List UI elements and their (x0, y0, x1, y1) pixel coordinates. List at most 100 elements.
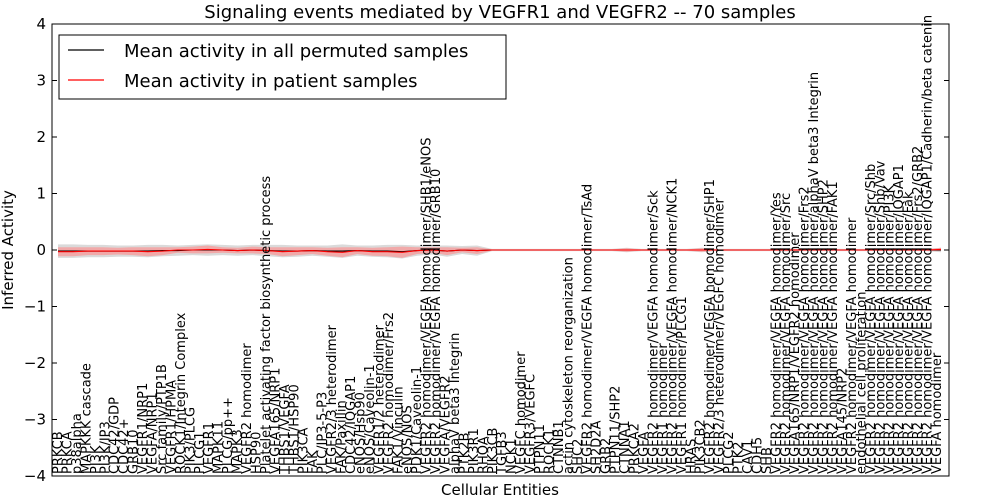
entity-label: PIK3CB (486, 428, 501, 474)
entity-label: VEGFR2 homodimer/VEGFA homodimer/alphaV … (807, 72, 822, 474)
y-tick-label: 4 (36, 15, 46, 33)
entity-label: VEGFA165/NRP1 (268, 368, 283, 474)
entity-label: VEGFR2 homodimer/VEGFA homodimer/SHP1 (703, 179, 718, 474)
entity-label: CDC42/IQGAP1 (344, 376, 359, 474)
entity-label: VEGFR2 homodimer/VEGFA homodimer/SHP2 (817, 179, 832, 474)
entity-label: VEGFR2 homodimer/VEGFA homodimer/GRB10 (429, 169, 444, 474)
entity-label: PLCG/pp++ (221, 397, 236, 474)
entity-label: VEGFR2 homodimer/VEGFA homodimer/Sck (647, 190, 662, 474)
entity-label: CDH5 (750, 437, 765, 474)
entity-label: PIK3R1 (467, 428, 482, 474)
entity-label: PTK2 (732, 441, 747, 474)
entity-label: eNOS/Hsp90 (354, 392, 369, 474)
entity-label: VEGFR1/2 heterodimer (372, 324, 387, 474)
legend-box (58, 34, 507, 100)
entity-label: FAK/Paxillin (335, 400, 350, 474)
entity-label: actin cytoskeleton reorganization (561, 257, 576, 474)
entity-label: CDC42/GDP (108, 397, 123, 474)
entity-label: VEGFR2 homodimer/VEGFA homodimer/IQGAP1/… (921, 15, 936, 474)
y-tick-label: −1 (24, 298, 46, 316)
entity-label: RHOA (476, 436, 491, 474)
entity-label: Platelet activating factor biosynthetic … (259, 176, 274, 474)
entity-label: VEGFR2 homodimer/VEGFA homodimer/Frs2/GR… (911, 146, 926, 474)
entity-label: THBS1/HSP90 (287, 384, 302, 475)
y-tick-label: −3 (24, 411, 46, 429)
entity-label: VEGFR2 homodimer/VEGFA homodimer/Shb/Vav (873, 160, 888, 474)
entity-label: CTNNA1 (618, 420, 633, 474)
entity-label: SH2D2A (590, 420, 605, 474)
entity-label: HRAS (684, 439, 699, 474)
entity-label: VEGFR2 homodimer/VEGFA homodimer/TsAd (580, 184, 595, 474)
entity-label: p38alpha (70, 413, 85, 474)
entity-label: VEGFR1 homodimer/PLCG1 (675, 296, 690, 474)
entity-label: PTPN11 (533, 424, 548, 474)
entity-label: PRKCB (51, 431, 66, 474)
entity-label: VEGFR3/VEGFC (524, 374, 539, 474)
y-axis-label: Inferred Activity (0, 190, 17, 310)
lines-layer (58, 248, 942, 253)
entity-label: SHB (760, 447, 775, 474)
entity-label: ROCK1 (543, 429, 558, 474)
entity-label: SHC2 (571, 439, 586, 474)
entity-label: PDK1/Caveolin-1 (410, 366, 425, 474)
y-tick-label: 3 (36, 72, 46, 90)
entity-label: FAK (306, 450, 321, 474)
y-tick-label: 2 (36, 128, 46, 146)
entity-label: VEGFR2 homodimer/VEGFA homodimer/NCK1 (665, 178, 680, 474)
entity-label: alphaV beta3 Integrin (448, 333, 463, 474)
chart-title: Signaling events mediated by VEGFR1 and … (204, 2, 795, 23)
entity-label: eNOS/NOS (401, 405, 416, 474)
entity-label: VEGFR2 homodimer/VEGFA homodimer/Src/Shb (864, 164, 879, 474)
entity-label: VEGFR1 homodimer (656, 343, 671, 474)
x-axis-label: Cellular Entities (441, 481, 559, 499)
entity-label: FAK1/Vinculin (391, 386, 406, 474)
entity-label: VEGFR1/HPMA (164, 380, 179, 474)
entity-label: PIK3CB2 (694, 419, 709, 474)
entity-label: VEGFA/VEGFR2 (439, 375, 454, 474)
entity-label: GRB2 (599, 438, 614, 474)
entity-label: VEGFA165/NRP1/VEGFR2 homodimer (788, 232, 803, 474)
entity-label: TGFB3 (495, 431, 510, 475)
y-tick-label: 0 (36, 241, 46, 259)
y-tick-label: −2 (24, 354, 46, 372)
entity-label: VEGFA (637, 432, 652, 474)
entity-label: VEGFA homodimer (930, 352, 945, 474)
entity-label: HSP90 (250, 432, 265, 474)
entity-label: CAV1 (741, 440, 756, 474)
entity-label: VEGFR1/NRP1 (136, 383, 151, 474)
entity-label: VEGFR2/3 heterodimer/VEGFC homodimer (713, 197, 728, 474)
entity-label: PIK3/PLCG (183, 407, 198, 474)
entity-label: VEGFR2 homodimer/VEGFA homodimer/Fak (902, 191, 917, 474)
entity-label: VEGFA/NRP1 (146, 392, 161, 474)
entity-label: VEGFR2 homodimer/VEGFA homodimer/FAK1 (826, 181, 841, 474)
entity-label: PI3K/IP3 (98, 421, 113, 474)
y-tick-label: −4 (24, 467, 46, 485)
patient-mean-line (58, 248, 942, 253)
y-tick-label: 1 (36, 185, 46, 203)
entity-label: eNOS/Caveolin-1 (363, 364, 378, 474)
entity-label: CDC42+ (117, 418, 132, 474)
legend: Mean activity in all permuted samples Me… (58, 34, 507, 100)
entity-label: GRB10 (127, 429, 142, 474)
entity-label: PIK3CA (297, 427, 312, 474)
entity-label: VEGFA145/NRP2 (836, 368, 851, 474)
bands-layer (58, 244, 941, 259)
entity-label: MAPKKK cascade (79, 363, 94, 474)
legend-label-permuted: Mean activity in all permuted samples (124, 41, 468, 62)
entity-label: ROCK1/Integrin Complex (174, 312, 189, 474)
entity-label: VEGFR2 homodimer/VEGFA homodimer (845, 217, 860, 474)
entity-label: PTK2B (457, 433, 472, 475)
entity-label: VEGFR2 homodimer/Frs2 (382, 312, 397, 474)
entity-label: PRKCA2 (628, 423, 643, 474)
entity-label: NCK1 (505, 438, 520, 474)
entity-label: PLC/IP3-5-P3 (316, 392, 331, 474)
entity-label: VEGFR2 homodimer (240, 343, 255, 474)
entity-label: VEGFR2 homodimer/VEGFA homodimer/Frs2 (798, 186, 813, 474)
patient-band (58, 245, 941, 258)
entity-label: Src family/PTP1B (155, 364, 170, 474)
entity-label: VEGFR2 homodimer/VEGFA homodimer/PI3K (883, 184, 898, 474)
entity-label: VEGFR2/3 heterodimer (325, 324, 340, 474)
entity-label: CTNNB1 (552, 420, 567, 474)
